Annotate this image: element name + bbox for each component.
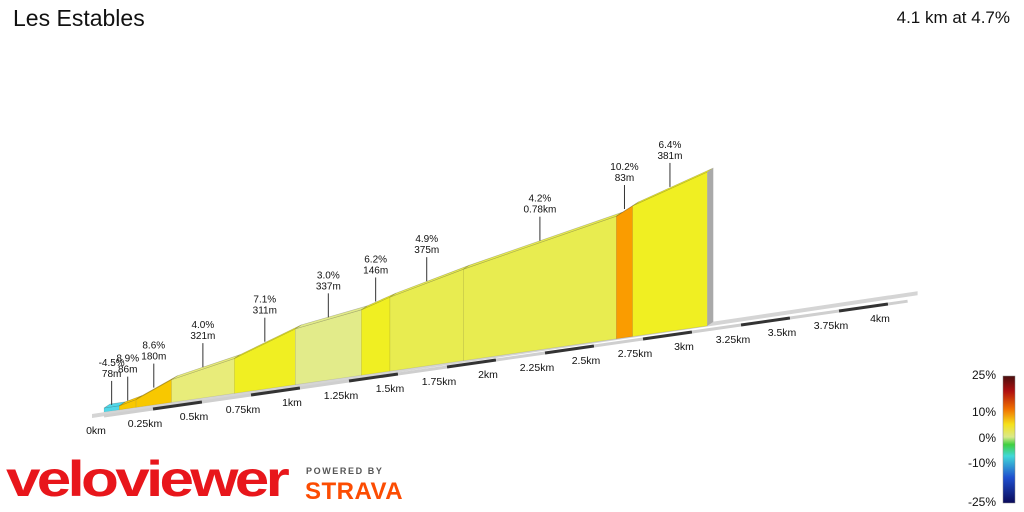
- distance-tick-label: 2.25km: [520, 362, 555, 374]
- segment-gradient-label: 6.2%: [364, 254, 387, 265]
- veloviewer-logo[interactable]: veloviewer: [6, 446, 296, 506]
- gradient-scale: 25% 10% 0% -10% -25%: [968, 368, 1016, 509]
- distance-scale-dash: [397, 365, 448, 376]
- segment-length-label: 375m: [414, 245, 439, 256]
- segment-gradient-label: 8.6%: [142, 341, 165, 352]
- distance-scale-dash: [740, 316, 791, 327]
- segment-labels: -4.5%78m 8.9%86m 8.6%180m 4.0%321m 7.1%311m 3…: [99, 140, 682, 405]
- veloviewer-logo-text: veloviewer: [6, 451, 289, 506]
- segment-length-label: 337m: [316, 281, 341, 292]
- segment-length-label: 180m: [141, 352, 166, 363]
- segment-length-label: 78m: [102, 369, 121, 380]
- distance-tick-label: 1.5km: [376, 383, 405, 395]
- strava-logo[interactable]: STRAVA: [305, 478, 404, 505]
- distance-scale-dash: [789, 309, 840, 320]
- distance-scale-dash: [348, 372, 399, 383]
- segment-length-label: 0.78km: [524, 205, 557, 216]
- gradient-segments: [92, 167, 918, 418]
- profile-end-cap: [707, 168, 714, 326]
- segment-gradient-label: 7.1%: [253, 295, 276, 306]
- segment-gradient-label: 4.2%: [529, 194, 552, 205]
- distance-tick-label: 3km: [674, 341, 694, 353]
- gradient-scale-label: 0%: [979, 431, 997, 445]
- gradient-scale-label: 25%: [972, 368, 996, 382]
- segment-gradient-label: 6.4%: [659, 140, 682, 151]
- segment-length-label: 321m: [190, 331, 215, 342]
- segment-gradient-label: 3.0%: [317, 270, 340, 281]
- distance-tick-label: 2.5km: [572, 355, 601, 367]
- segment-gradient-label: -4.5%: [99, 358, 125, 369]
- gradient-segment[interactable]: [389, 268, 464, 372]
- distance-tick-label: 3.5km: [768, 327, 797, 339]
- distance-tick-label: 2km: [478, 369, 498, 381]
- gradient-scale-label: 10%: [972, 405, 996, 419]
- distance-tick-label: 4km: [870, 313, 890, 325]
- distance-tick-label: 1.75km: [422, 376, 457, 388]
- distance-scale-dash: [642, 330, 693, 341]
- distance-scale-dash: [593, 337, 644, 348]
- distance-scale-dash: [103, 407, 154, 418]
- segment-gradient-label: 4.9%: [415, 234, 438, 245]
- distance-scale-dash: [691, 323, 742, 334]
- page-title: Les Estables: [13, 5, 145, 31]
- distance-scale-dash: [838, 302, 889, 313]
- distance-scale-dash: [299, 379, 350, 390]
- distance-tick-label: 0km: [86, 425, 106, 437]
- distance-scale-dash: [887, 299, 908, 306]
- climb-summary: 4.1 km at 4.7%: [896, 8, 1010, 27]
- gradient-scale-label: -10%: [968, 456, 996, 470]
- segment-length-label: 86m: [118, 365, 137, 376]
- distance-tick-label: 3.75km: [814, 320, 849, 332]
- distance-scale-dash: [250, 386, 301, 397]
- gradient-segment[interactable]: [632, 171, 708, 337]
- segment-gradient-label: 8.9%: [116, 354, 139, 365]
- distance-scale-dash: [446, 358, 497, 369]
- distance-scale-dash: [495, 351, 546, 362]
- segment-length-label: 311m: [253, 306, 277, 317]
- gradient-scale-bar: [1002, 375, 1016, 504]
- distance-tick-label: 3.25km: [716, 334, 751, 346]
- distance-tick-label: 0.75km: [226, 404, 261, 416]
- distance-tick-label: 1km: [282, 397, 302, 409]
- gradient-scale-label: -25%: [968, 495, 996, 509]
- distance-scale-dash: [152, 400, 203, 411]
- distance-tick-label: 0.5km: [180, 411, 209, 423]
- segment-length-label: 381m: [657, 151, 682, 162]
- gradient-segment[interactable]: [616, 205, 633, 340]
- powered-by-label: POWERED BY: [306, 466, 384, 476]
- distance-scale-dash: [201, 393, 252, 404]
- gradient-segment[interactable]: [294, 309, 362, 386]
- gradient-segment[interactable]: [361, 296, 391, 376]
- distance-tick-label: 1.25km: [324, 390, 359, 402]
- segment-length-label: 146m: [363, 265, 388, 276]
- distance-scale-dash: [544, 344, 595, 355]
- distance-axis: 0km 0.25km 0.5km 0.75km 1km 1.25km 1.5km 1.75km…: [86, 299, 908, 437]
- segment-length-label: 83m: [615, 173, 634, 184]
- distance-tick-label: 0.25km: [128, 418, 163, 430]
- distance-tick-label: 2.75km: [618, 348, 653, 360]
- segment-gradient-label: 10.2%: [610, 162, 638, 173]
- segment-gradient-label: 4.0%: [191, 320, 214, 331]
